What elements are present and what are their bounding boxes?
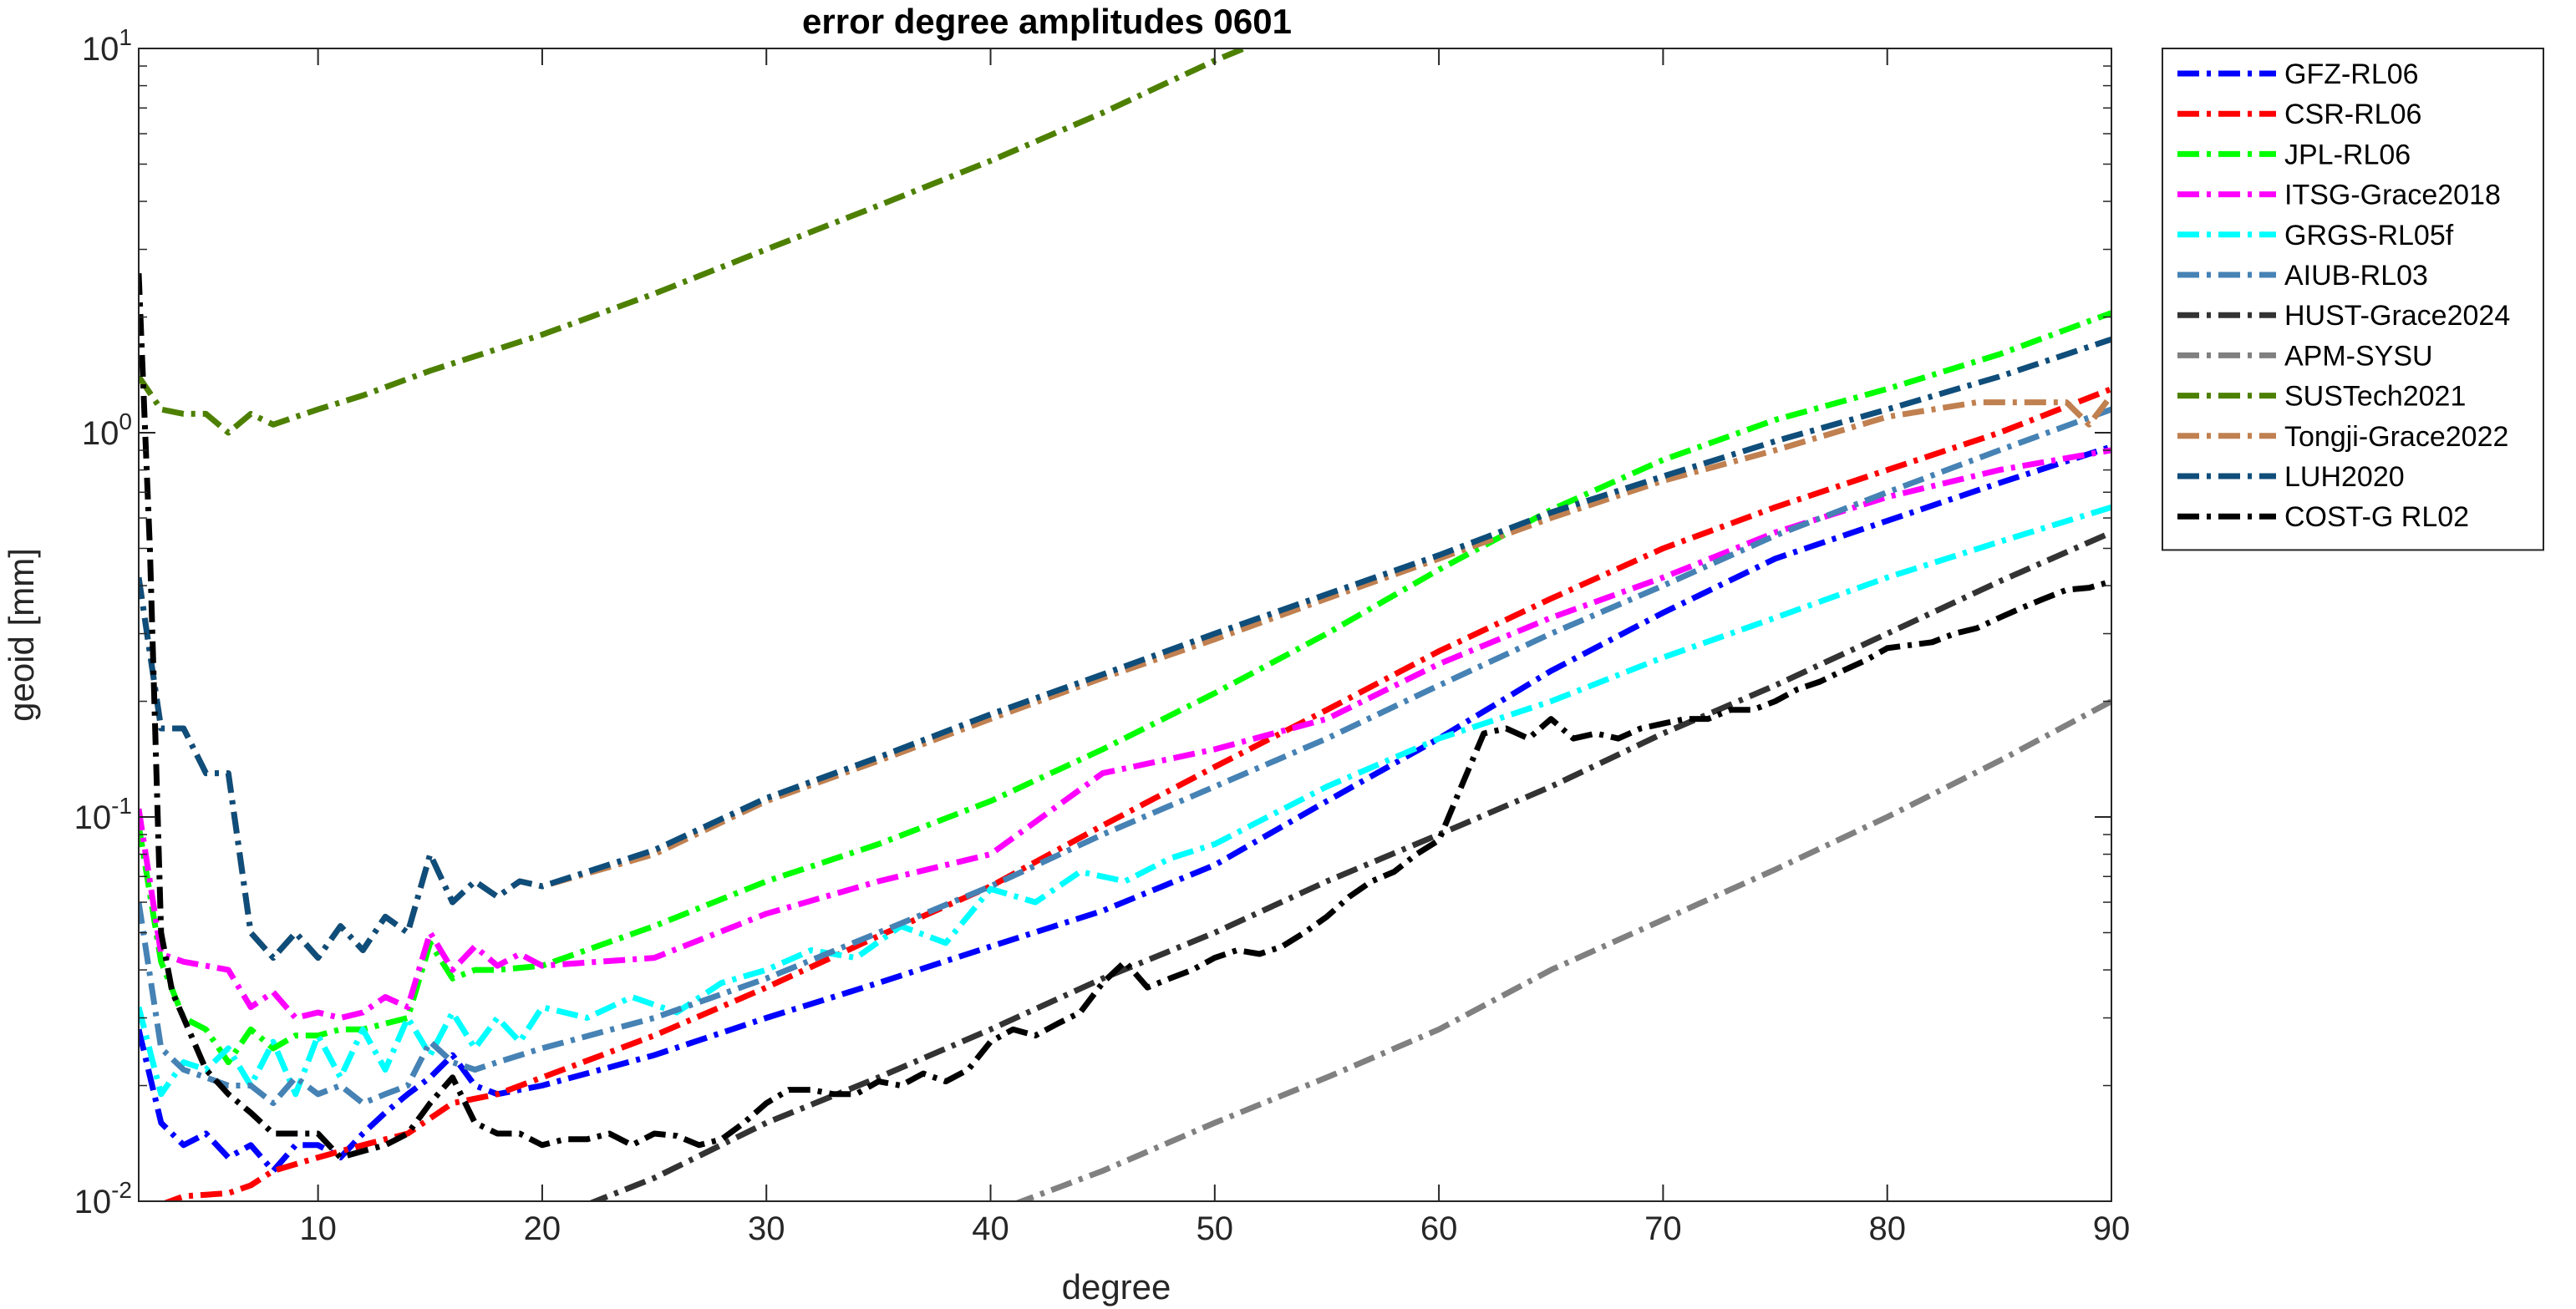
legend-entry-luh2020: LUH2020 — [2284, 461, 2405, 493]
y-tick-label: 10-1 — [74, 793, 132, 836]
x-tick-label: 40 — [972, 1210, 1009, 1247]
x-tick-label: 80 — [1868, 1210, 1906, 1247]
legend-entry-tongji-grace2022: Tongji-Grace2022 — [2284, 421, 2508, 453]
y-axis-label: geoid [mm] — [2, 548, 41, 722]
x-tick-label: 20 — [524, 1210, 561, 1247]
series-line-gfz-rl06 — [139, 444, 2111, 1175]
legend-entry-grgs-rl05f: GRGS-RL05f — [2284, 220, 2454, 251]
legend-entry-csr-rl06: CSR-RL06 — [2284, 99, 2421, 130]
series-line-apm-sysu — [1014, 698, 2111, 1201]
y-tick-label: 101 — [82, 24, 132, 68]
x-tick-label: 90 — [2093, 1210, 2131, 1247]
series-line-itsg-grace2018 — [139, 447, 2111, 1021]
y-tick-label: 100 — [82, 408, 132, 452]
x-tick-label: 60 — [1420, 1210, 1458, 1247]
series-layer — [139, 48, 2111, 1201]
x-axis-label: degree — [1062, 1267, 1171, 1306]
legend-entry-sustech2021: SUSTech2021 — [2284, 381, 2466, 413]
legend-entry-gfz-rl06: GFZ-RL06 — [2284, 58, 2419, 90]
series-line-aiub-rl03 — [139, 406, 2111, 1107]
y-tick-label: 10-2 — [74, 1177, 132, 1220]
series-line-sustech2021 — [139, 48, 1246, 436]
chart-title: error degree amplitudes 0601 — [802, 2, 1292, 41]
legend-entry-aiub-rl03: AIUB-RL03 — [2284, 260, 2428, 292]
legend-entry-apm-sysu: APM-SYSU — [2284, 340, 2433, 372]
x-tick-label: 70 — [1644, 1210, 1682, 1247]
legend-entry-itsg-grace2018: ITSG-Grace2018 — [2284, 180, 2501, 211]
legend-box — [2162, 48, 2544, 551]
plot-frame — [138, 48, 2112, 1202]
legend: GFZ-RL06 CSR-RL06 JPL-RL06 ITSG-Grace2018 GR… — [2162, 48, 2544, 551]
series-line-hust-grace2024 — [587, 530, 2111, 1201]
legend-entry-jpl-rl06: JPL-RL06 — [2284, 139, 2411, 170]
legend-entry-hust-grace2024: HUST-Grace2024 — [2284, 300, 2510, 332]
series-line-jpl-rl06 — [139, 310, 2111, 1066]
x-tick-label: 50 — [1197, 1210, 1234, 1247]
series-line-csr-rl06 — [161, 386, 2111, 1201]
series-line-cost-g-rl02 — [139, 272, 2111, 1161]
series-line-luh2020 — [139, 336, 2111, 961]
ticks-layer: 10 20 30 40 50 60 70 80 90 10-2 10-1 100 101 — [74, 24, 2131, 1247]
x-tick-label: 10 — [299, 1210, 337, 1247]
x-tick-label: 30 — [748, 1210, 785, 1247]
legend-entry-cost-g-rl02: COST-G RL02 — [2284, 501, 2469, 533]
